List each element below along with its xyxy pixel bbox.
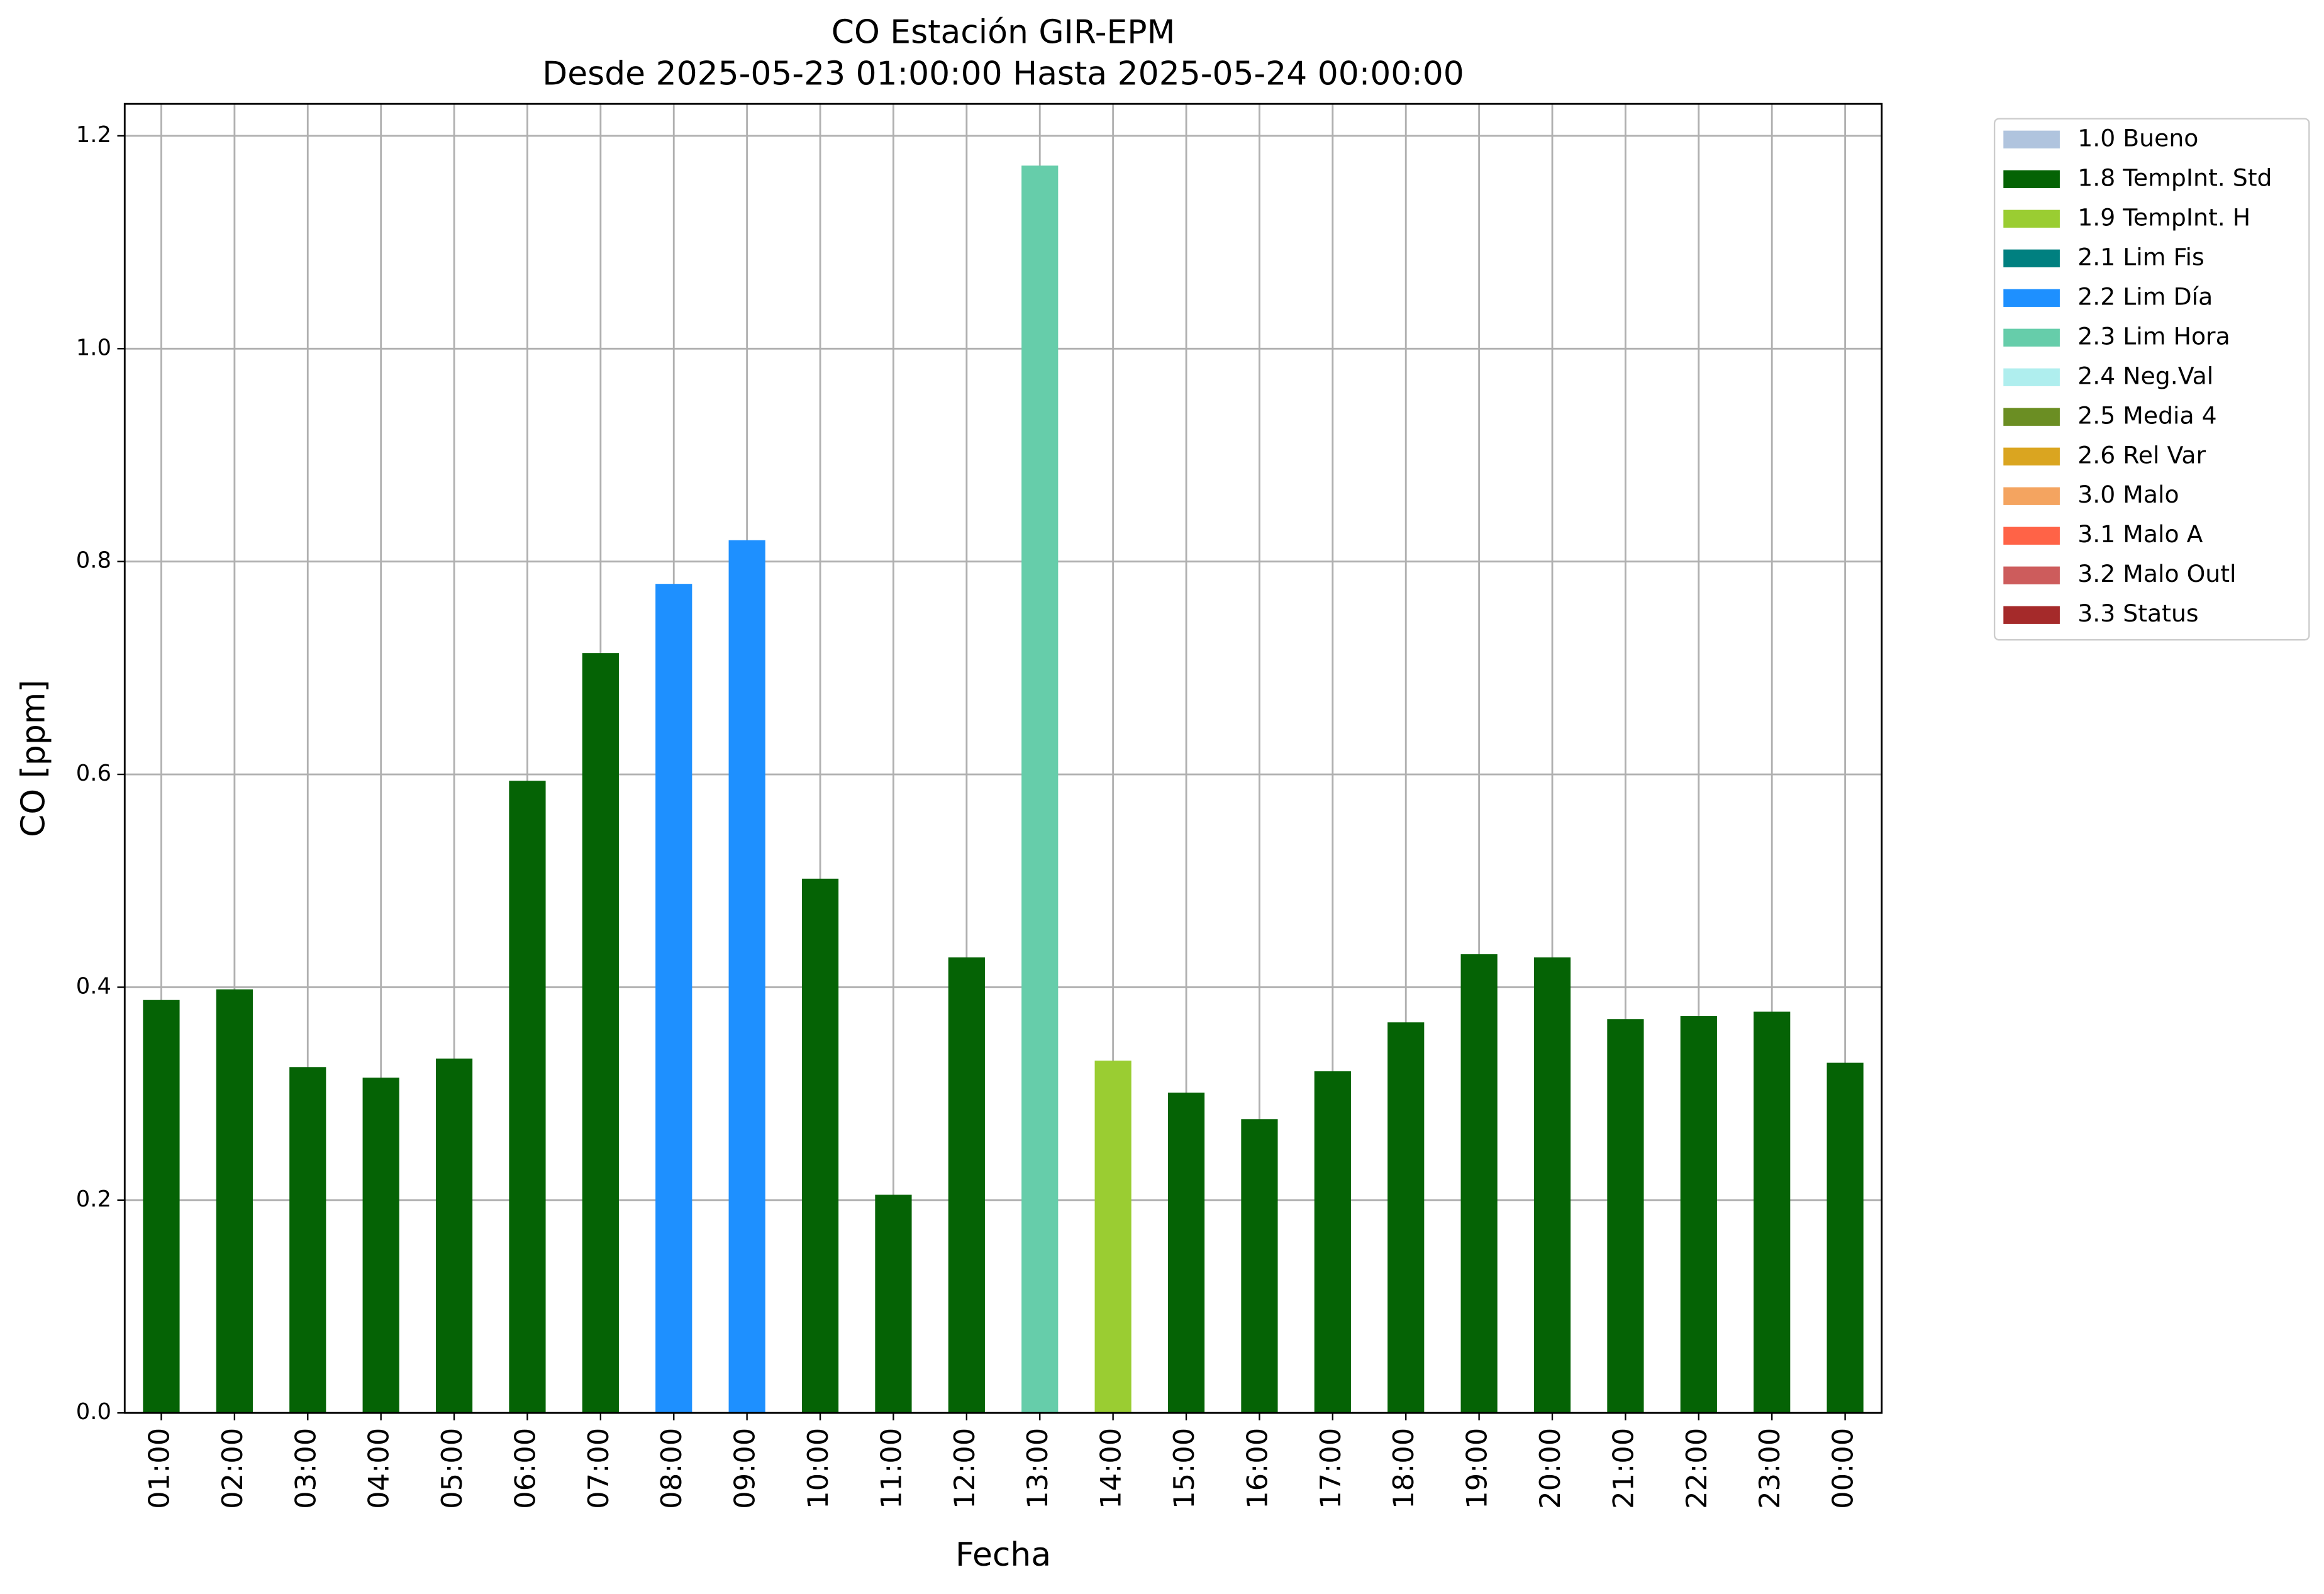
x-tick-label: 17:00 [1314,1428,1347,1509]
bar [1680,1016,1717,1413]
y-tick-label: 1.2 [76,122,111,148]
bar [1241,1119,1278,1413]
legend-box [1993,118,2310,641]
legend-swatch [2003,328,2060,347]
legend-swatch [2003,209,2060,228]
legend-swatch [2003,487,2060,505]
bar [216,989,253,1413]
legend-label: 2.1 Lim Fis [2077,243,2204,270]
x-tick-label: 18:00 [1387,1428,1420,1509]
x-tick-label: 19:00 [1460,1428,1494,1509]
bar [435,1058,473,1413]
legend-label: 1.8 TempInt. Std [2077,164,2272,191]
x-tick-label: 15:00 [1167,1428,1201,1509]
x-tick-label: 11:00 [874,1428,908,1509]
legend-swatch [2003,566,2060,584]
x-tick-label: 12:00 [948,1428,981,1509]
chart-subtitle: Desde 2025-05-23 01:00:00 Hasta 2025-05-… [542,55,1464,92]
x-tick-label: 04:00 [362,1428,396,1509]
bar [1607,1019,1644,1413]
plot-frame [123,103,1883,1414]
legend-swatch [2003,447,2060,465]
x-tick-label: 01:00 [142,1428,175,1509]
bar [582,653,619,1413]
x-tick-label: 07:00 [582,1428,615,1509]
legend-swatch [2003,408,2060,426]
bar [1314,1071,1351,1413]
legend-label: 2.6 Rel Var [2077,441,2206,469]
x-axis-label: Fecha [955,1536,1051,1574]
y-axis-label: CO [ppm] [15,679,53,837]
legend-swatch [2003,606,2060,624]
x-tick-label: 23:00 [1753,1428,1786,1509]
legend-swatch [2003,368,2060,386]
y-tick-label: 0.4 [76,973,111,999]
y-tick-label: 0.2 [76,1186,111,1212]
bar [948,957,985,1413]
x-tick-label: 20:00 [1533,1428,1567,1509]
chart-title: CO Estación GIR-EPM [831,13,1176,51]
legend-swatch [2003,249,2060,267]
x-tick-label: 08:00 [655,1428,688,1509]
y-tick-label: 0.8 [76,548,111,574]
x-tick-label: 16:00 [1240,1428,1274,1509]
legend-label: 3.1 Malo A [2077,520,2203,548]
bar [509,781,546,1413]
x-tick-label: 00:00 [1826,1428,1860,1509]
bar [1754,1012,1791,1413]
bar [1460,954,1498,1413]
x-tick-label: 21:00 [1606,1428,1640,1509]
bar [362,1078,399,1413]
bar [801,878,839,1413]
legend-label: 1.9 TempInt. H [2077,203,2250,231]
legend-label: 2.4 Neg.Val [2077,362,2213,389]
bar [655,584,692,1413]
bar [728,540,765,1413]
y-tick-label: 1.0 [76,335,111,360]
bar [289,1067,326,1413]
legend-label: 2.5 Media 4 [2077,401,2216,429]
legend-label: 2.3 Lim Hora [2077,322,2230,350]
bar [1021,165,1059,1413]
legend-label: 1.0 Bueno [2077,124,2198,152]
bar [1533,957,1571,1413]
legend-swatch [2003,289,2060,307]
bar [1387,1022,1425,1413]
legend-swatch [2003,527,2060,545]
x-tick-label: 10:00 [801,1428,835,1509]
bar [1094,1061,1131,1413]
legend-label: 2.2 Lim Día [2077,282,2213,310]
bar [143,1000,180,1413]
x-tick-label: 03:00 [289,1428,322,1509]
x-tick-label: 06:00 [508,1428,542,1509]
y-tick-label: 0.0 [76,1399,111,1425]
bar [1826,1062,1864,1413]
legend-label: 3.0 Malo [2077,481,2179,508]
x-tick-label: 14:00 [1094,1428,1128,1509]
bar [875,1195,912,1413]
bar [1167,1092,1205,1413]
legend-swatch [2003,130,2060,148]
x-tick-label: 09:00 [728,1428,762,1509]
x-tick-label: 05:00 [435,1428,469,1509]
x-tick-label: 13:00 [1021,1428,1054,1509]
legend-label: 3.3 Status [2077,599,2198,627]
legend-swatch [2003,170,2060,188]
x-tick-label: 22:00 [1680,1428,1713,1509]
legend-label: 3.2 Malo Outl [2077,560,2236,588]
x-tick-label: 02:00 [216,1428,249,1509]
y-tick-label: 0.6 [76,761,111,786]
